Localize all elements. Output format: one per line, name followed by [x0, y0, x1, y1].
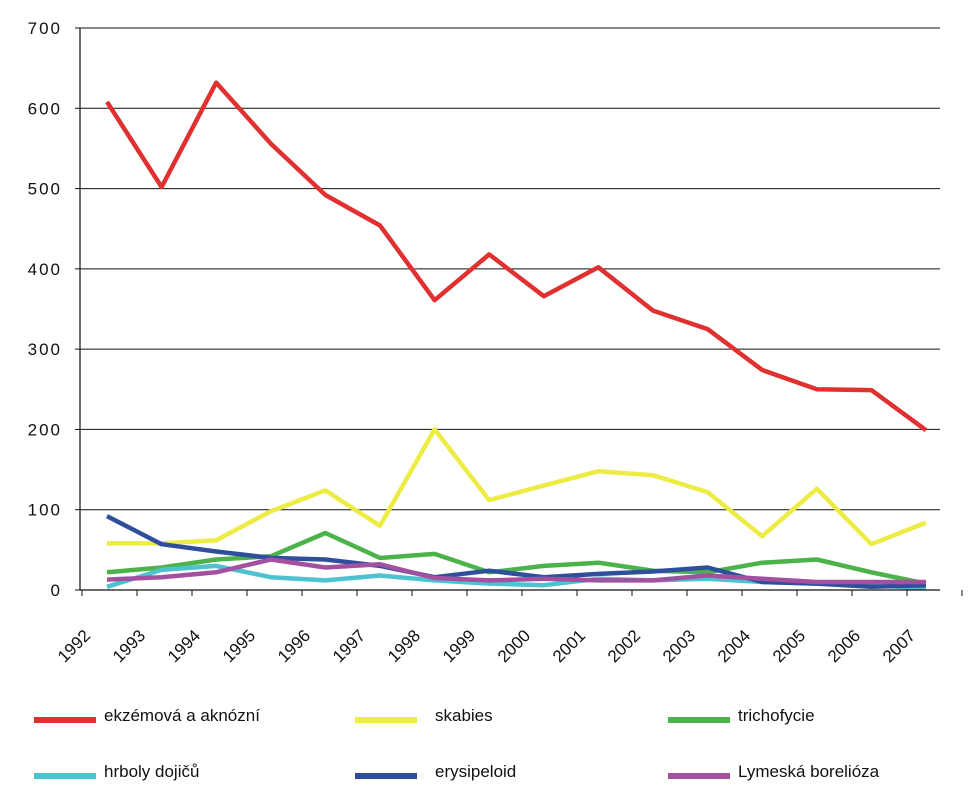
y-tick-label: 500	[28, 180, 62, 199]
legend: ekzémová a aknózní skabies trichofycie hrbo…	[34, 706, 880, 781]
legend-label: erysipeloid	[435, 762, 516, 781]
x-tick-label: 1992	[54, 626, 94, 666]
legend-label: ekzémová a aknózní	[104, 706, 260, 725]
x-tick-label: 1999	[439, 626, 479, 666]
x-tick-label: 2006	[824, 626, 864, 666]
x-axis-ticks: 1992 1993 1994 1995 1996 1997 1998 1999 2000 2001…	[54, 590, 963, 666]
series-line-0	[105, 80, 928, 433]
x-tick-label: 1994	[164, 626, 204, 666]
y-tick-label: 400	[28, 260, 62, 279]
x-tick-label: 2005	[769, 626, 809, 666]
x-tick-label: 2007	[879, 626, 919, 666]
x-tick-label: 2000	[494, 626, 534, 666]
legend-label: skabies	[435, 706, 493, 725]
x-tick-label: 1996	[274, 626, 314, 666]
x-tick-label: 1998	[384, 626, 424, 666]
y-tick-label: 0	[51, 581, 62, 600]
legend-label: hrboly dojičů	[104, 762, 199, 781]
y-tick-label: 600	[28, 99, 62, 118]
legend-label: trichofycie	[738, 706, 815, 725]
y-tick-label: 700	[28, 19, 62, 38]
y-tick-label: 200	[28, 420, 62, 439]
series-line-2	[106, 530, 927, 586]
x-tick-label: 1997	[329, 626, 369, 666]
series-lines	[105, 80, 928, 591]
y-axis-ticks: 0 100 200 300 400 500 600 700	[28, 19, 80, 600]
x-tick-label: 2003	[659, 626, 699, 666]
x-tick-label: 1993	[109, 626, 149, 666]
series-line-5	[106, 557, 926, 585]
series-line-4	[105, 514, 927, 590]
x-tick-label: 2004	[714, 626, 754, 666]
x-tick-label: 2002	[604, 626, 644, 666]
y-tick-label: 300	[28, 340, 62, 359]
y-tick-label: 100	[28, 501, 62, 520]
axes	[79, 28, 940, 591]
gridlines	[80, 27, 940, 511]
series-line-1	[107, 427, 927, 547]
x-tick-label: 1995	[219, 626, 259, 666]
x-tick-label: 2001	[549, 626, 589, 666]
legend-label: Lymeská borelióza	[738, 762, 880, 781]
